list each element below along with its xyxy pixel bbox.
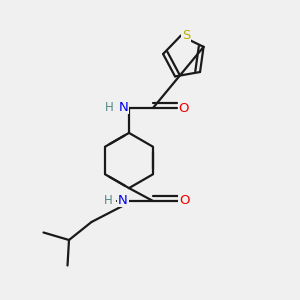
Text: H: H [104, 194, 113, 207]
Text: O: O [178, 101, 189, 115]
Text: N: N [119, 100, 129, 114]
Text: O: O [179, 194, 190, 208]
Text: N: N [118, 194, 128, 207]
Text: H: H [105, 100, 114, 114]
Text: S: S [182, 29, 190, 42]
